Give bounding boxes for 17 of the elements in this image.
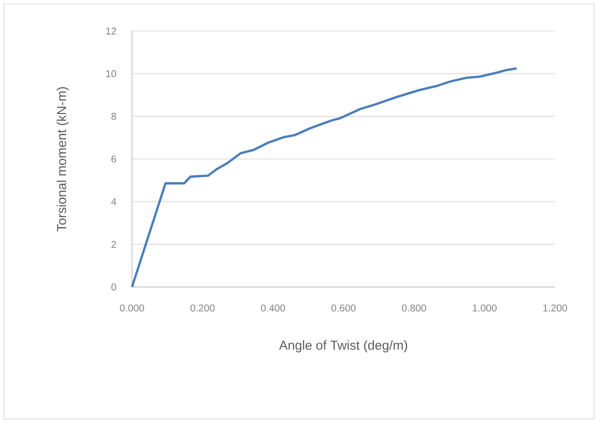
y-tick-label: 8 [111,112,116,120]
y-tick-label: 12 [106,28,116,34]
y-tick-label: 4 [111,198,116,206]
line-series [130,67,518,288]
x-tick-label: 0.200 [190,304,215,312]
x-tick-label: 0.600 [331,304,356,312]
x-axis-title: Angle of Twist (deg/m) [279,340,408,352]
y-tick-label: 10 [106,70,116,78]
x-tick-label: 0.400 [260,304,286,312]
y-tick-label: 2 [111,240,116,248]
x-tick-label: 0.800 [402,304,426,312]
y-axis-title: Torsional moment (kN-m) [56,87,69,232]
x-tick-label: 1.000 [472,304,497,312]
x-tick-label: 0.000 [120,304,144,312]
x-tick-label: 1.200 [543,304,568,312]
y-tick-label: 6 [111,155,116,163]
y-tick-label: 0 [111,283,116,291]
